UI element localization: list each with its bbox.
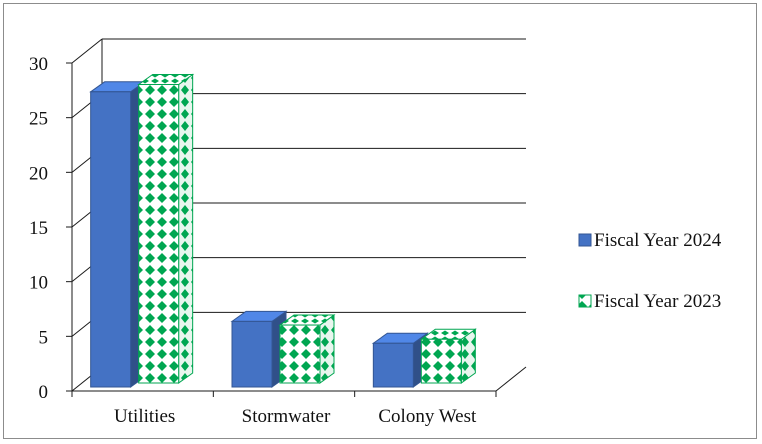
bar-fiscal-year-2024-utilities xyxy=(89,80,147,388)
bar-side-face xyxy=(178,73,194,384)
y-tick-label: 0 xyxy=(39,382,49,403)
bar-fiscal-year-2024-colony-west xyxy=(371,332,429,388)
bar-front-face xyxy=(420,338,462,384)
x-category-label: Stormwater xyxy=(242,406,331,427)
floor-edge-line xyxy=(495,366,527,392)
labels-layer: 0 5 10 15 20 25 30 Utilities Stormwater Colony We… xyxy=(29,54,477,427)
x-category-label: Utilities xyxy=(114,406,175,427)
side-wall-gridline xyxy=(71,38,103,64)
bar-fiscal-year-2024-stormwater xyxy=(230,310,288,388)
legend-swatch xyxy=(578,294,592,308)
bar-front-face xyxy=(231,320,273,388)
legend-swatch xyxy=(578,233,592,247)
bar-fiscal-year-2023-colony-west xyxy=(419,328,477,384)
bars-layer xyxy=(89,73,477,388)
bar-front-face xyxy=(372,342,414,388)
bar-front-face xyxy=(138,84,180,384)
bar-front-face xyxy=(90,91,132,388)
bar-fiscal-year-2023-stormwater xyxy=(278,314,336,384)
bar-side-face xyxy=(319,314,335,384)
y-tick-label: 20 xyxy=(29,163,48,184)
legend-label: Fiscal Year 2024 xyxy=(594,230,722,251)
y-tick-label: 5 xyxy=(39,327,49,348)
y-tick-label: 15 xyxy=(29,218,48,239)
legend: Fiscal Year 2024 Fiscal Year 2023 xyxy=(578,230,722,312)
legend-label: Fiscal Year 2023 xyxy=(594,291,721,312)
bar-front-face xyxy=(279,324,321,384)
y-tick-label: 25 xyxy=(29,109,48,130)
bar-fiscal-year-2023-utilities xyxy=(137,73,195,384)
y-tick-label: 10 xyxy=(29,273,48,294)
y-tick-label: 30 xyxy=(29,54,48,75)
x-category-label: Colony West xyxy=(378,406,477,427)
